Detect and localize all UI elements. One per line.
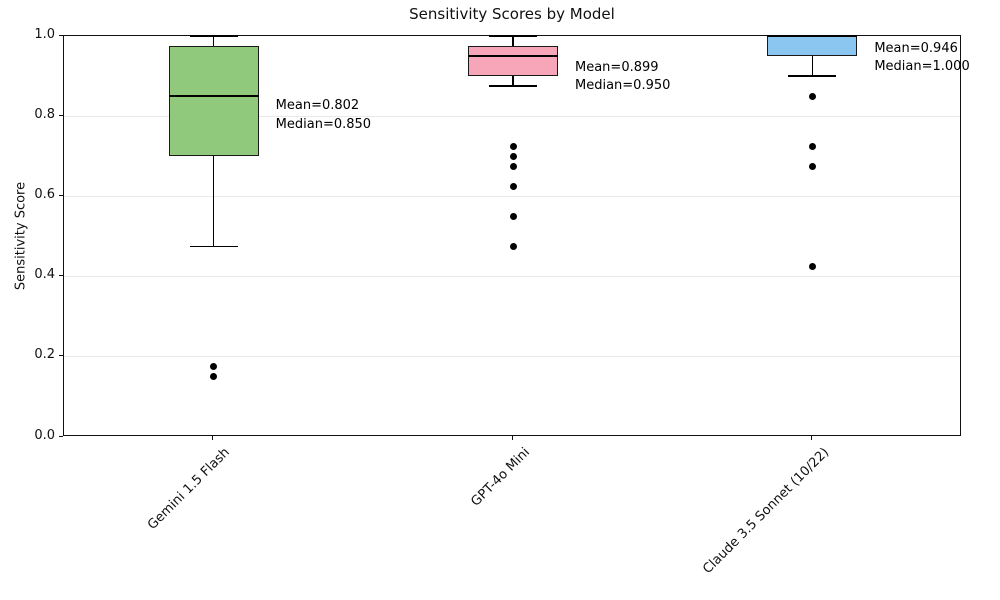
outlier-point (808, 92, 816, 100)
stats-annotation-line: Median=0.850 (275, 116, 372, 132)
stats-annotation-line: Mean=0.946 (874, 40, 958, 56)
outlier-point (210, 373, 218, 381)
upper-whisker-line (212, 36, 215, 47)
gridline (64, 115, 960, 117)
upper-whisker-cap (489, 35, 537, 37)
gridline (64, 195, 960, 197)
outlier-point (509, 212, 517, 220)
x-tick-label: Claude 3.5 Sonnet (10/22) (699, 445, 832, 577)
x-tick-mark (511, 436, 513, 440)
y-tick-label: 0.0 (34, 427, 55, 443)
lower-whisker-line (212, 156, 215, 247)
lower-whisker-line (512, 76, 514, 87)
outlier-point (210, 363, 218, 371)
x-tick-mark (810, 436, 812, 440)
plot-area: Mean=0.802 Median=0.850 Mean=0.899 Median=0… (63, 35, 970, 436)
stats-annotation: Mean=0.946 Median=1.000 (874, 39, 969, 75)
x-tick-label: GPT-4o Mini (467, 445, 533, 510)
stats-annotation: Mean=0.899 Median=0.950 (575, 58, 670, 94)
stats-annotation: Mean=0.802 Median=0.850 (276, 97, 371, 133)
y-tick-label: 0.2 (34, 347, 55, 363)
stats-annotation-line: Median=0.950 (575, 77, 671, 93)
lower-whisker-cap (788, 75, 837, 77)
outlier-point (808, 162, 816, 170)
stats-annotation-line: Mean=0.802 (275, 98, 360, 114)
x-tick-label: Gemini 1.5 Flash (145, 445, 234, 533)
outlier-point (509, 243, 517, 251)
stats-annotation-line: Mean=0.899 (575, 59, 659, 75)
outlier-point (509, 162, 517, 170)
outlier-point (808, 142, 816, 150)
y-axis-label: Sensitivity Score (13, 181, 29, 291)
box (468, 46, 558, 77)
chart-title: Sensitivity Scores by Model (409, 5, 615, 23)
y-tick-label: 0.8 (34, 106, 55, 122)
upper-whisker-line (512, 36, 514, 47)
lower-whisker-cap (189, 245, 238, 248)
x-tick-mark (212, 436, 214, 440)
stats-annotation-line: Median=1.000 (874, 58, 970, 74)
gridline (64, 276, 960, 278)
lower-whisker-cap (489, 85, 537, 87)
gridline (64, 356, 960, 358)
median-line (468, 55, 558, 58)
outlier-point (509, 182, 517, 190)
box (168, 46, 259, 157)
y-tick-label: 1.0 (34, 26, 55, 42)
outlier-point (509, 142, 517, 150)
outlier-point (509, 152, 517, 160)
lower-whisker-line (811, 56, 814, 77)
median-line (168, 95, 259, 98)
outlier-point (808, 263, 816, 271)
median-line (767, 35, 858, 37)
upper-whisker-cap (189, 35, 238, 37)
box (767, 36, 858, 57)
